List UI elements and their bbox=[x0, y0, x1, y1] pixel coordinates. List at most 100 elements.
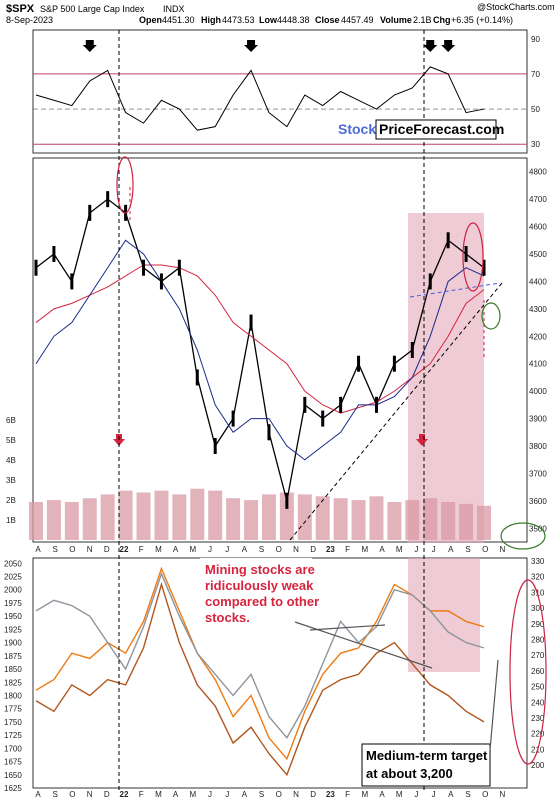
price-candle bbox=[177, 259, 181, 276]
volume-ytick-label: 3B bbox=[6, 476, 16, 485]
red-ellipse-axis bbox=[509, 579, 547, 765]
mining-ytick-left: 1750 bbox=[4, 718, 22, 727]
rsi-down-arrow bbox=[82, 40, 97, 52]
volume-ytick-label: 1B bbox=[6, 516, 16, 525]
exchange: INDX bbox=[163, 4, 185, 14]
price-candle bbox=[285, 492, 289, 509]
mining-xtick-label: J bbox=[225, 790, 229, 799]
volume-bar bbox=[172, 494, 187, 540]
price-xtick-label: M bbox=[189, 545, 196, 554]
price-candle bbox=[213, 438, 217, 454]
price-down-arrow bbox=[416, 434, 428, 446]
volume-label: Volume bbox=[380, 15, 412, 25]
mining-ytick-right: 320 bbox=[531, 573, 545, 582]
price-xtick-label: N bbox=[87, 545, 93, 554]
price-xtick-label: S bbox=[259, 545, 264, 554]
mining-ytick-right: 310 bbox=[531, 588, 545, 597]
price-xtick-label: M bbox=[361, 545, 368, 554]
watermark-box bbox=[375, 119, 497, 140]
rsi-down-arrow bbox=[441, 40, 456, 52]
mining-xtick-label: M bbox=[396, 790, 403, 799]
price-xtick-label: J bbox=[432, 545, 436, 554]
price-candle bbox=[392, 355, 396, 372]
mining-xtick-label: N bbox=[500, 790, 506, 799]
mining-ytick-left: 1675 bbox=[4, 758, 22, 767]
price-xtick-label: D bbox=[310, 545, 316, 554]
volume-bar bbox=[154, 490, 169, 540]
mining-xtick-label: S bbox=[53, 790, 58, 799]
mining-note-pointer-2 bbox=[309, 624, 386, 631]
target-note-line-1: Medium-term target bbox=[366, 748, 488, 763]
volume-ytick-label: 4B bbox=[6, 456, 16, 465]
rsi-down-arrow bbox=[423, 40, 438, 52]
price-xtick-label: M bbox=[396, 545, 403, 554]
volume-bar bbox=[261, 494, 276, 540]
price-ytick-label: 3500 bbox=[529, 524, 547, 533]
rsi-ytick-label: 50 bbox=[531, 105, 540, 114]
volume-bar bbox=[118, 490, 133, 540]
price-candle bbox=[70, 273, 74, 290]
credit: @StockCharts.com bbox=[477, 2, 555, 12]
mining-ytick-right: 330 bbox=[531, 557, 545, 566]
mining-ytick-left: 1875 bbox=[4, 652, 22, 661]
mining-xtick-label: F bbox=[345, 790, 350, 799]
price-candle bbox=[159, 273, 163, 290]
mining-xtick-label: D bbox=[104, 790, 110, 799]
price-ytick-label: 4200 bbox=[529, 332, 547, 341]
open-value: 4451.30 bbox=[162, 15, 195, 25]
mining-ytick-left: 1950 bbox=[4, 612, 22, 621]
volume-bar bbox=[279, 492, 294, 540]
price-ytick-label: 4400 bbox=[529, 277, 547, 286]
price-xtick-label: D bbox=[104, 545, 110, 554]
price-xtick-label: S bbox=[53, 545, 58, 554]
price-ytick-label: 4800 bbox=[529, 168, 547, 177]
mining-xtick-label: A bbox=[173, 790, 179, 799]
volume-bar bbox=[82, 498, 97, 540]
price-ytick-label: 4700 bbox=[529, 195, 547, 204]
rsi-line bbox=[35, 66, 485, 131]
price-xtick-label: J bbox=[208, 545, 212, 554]
mining-xtick-label: S bbox=[259, 790, 264, 799]
volume-bar bbox=[405, 500, 420, 540]
mining-xtick-label: N bbox=[87, 790, 93, 799]
mining-ytick-left: 1700 bbox=[4, 744, 22, 753]
volume-bar bbox=[136, 492, 151, 540]
price-ytick-label: 4000 bbox=[529, 387, 547, 396]
mining-ytick-left: 2050 bbox=[4, 559, 22, 568]
mining-ytick-left: 1800 bbox=[4, 691, 22, 700]
volume-bar bbox=[100, 494, 115, 540]
mining-ytick-right: 250 bbox=[531, 683, 545, 692]
price-candle bbox=[357, 355, 361, 372]
mining-xtick-label: S bbox=[465, 790, 470, 799]
price-candle bbox=[464, 246, 468, 262]
close-value: 4457.49 bbox=[341, 15, 374, 25]
mining-ytick-left: 1925 bbox=[4, 625, 22, 634]
price-ytick-label: 3600 bbox=[529, 497, 547, 506]
price-ytick-label: 3700 bbox=[529, 469, 547, 478]
price-candle bbox=[410, 342, 414, 358]
mining-xtick-label: M bbox=[155, 790, 162, 799]
low-value: 4448.38 bbox=[277, 15, 310, 25]
mining-ytick-left: 1825 bbox=[4, 678, 22, 687]
price-candle bbox=[321, 410, 325, 427]
ticker: $SPX bbox=[6, 3, 35, 15]
rsi-ytick-label: 90 bbox=[531, 35, 540, 44]
volume-ytick-label: 5B bbox=[6, 436, 16, 445]
mining-xtick-label: A bbox=[242, 790, 248, 799]
shaded-zone-price bbox=[408, 213, 484, 543]
price-candle bbox=[106, 191, 110, 208]
price-ytick-label: 3800 bbox=[529, 442, 547, 451]
mining-ytick-right: 240 bbox=[531, 698, 545, 707]
mining-ytick-left: 1725 bbox=[4, 731, 22, 740]
price-candle bbox=[231, 410, 235, 427]
price-xtick-label: 22 bbox=[120, 545, 129, 554]
date: 8-Sep-2023 bbox=[6, 15, 53, 25]
chg-value: +6.35 (+0.14%) bbox=[451, 15, 513, 25]
mining-ytick-left: 1625 bbox=[4, 784, 22, 793]
volume-bar bbox=[387, 502, 402, 540]
volume-bar bbox=[441, 502, 456, 540]
volume-bar bbox=[477, 505, 491, 540]
volume-ytick-label: 2B bbox=[6, 496, 16, 505]
price-xtick-label: M bbox=[155, 545, 162, 554]
